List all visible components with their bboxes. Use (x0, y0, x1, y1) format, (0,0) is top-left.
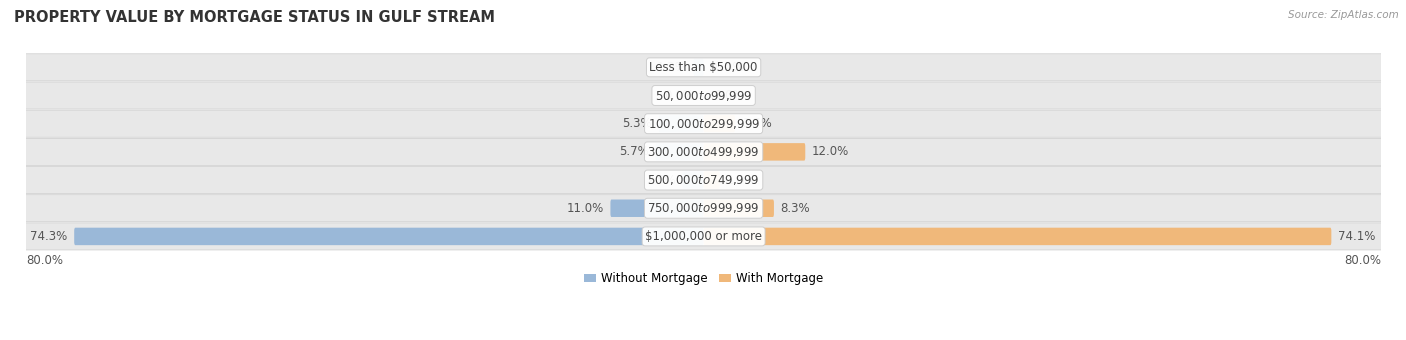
Text: 80.0%: 80.0% (25, 254, 63, 267)
FancyBboxPatch shape (610, 200, 703, 217)
Text: 11.0%: 11.0% (567, 202, 603, 215)
FancyBboxPatch shape (682, 171, 703, 189)
Text: $1,000,000 or more: $1,000,000 or more (645, 230, 762, 243)
Text: 1.9%: 1.9% (727, 173, 756, 187)
Text: 0.0%: 0.0% (664, 89, 693, 102)
FancyBboxPatch shape (693, 58, 703, 76)
Text: 0.0%: 0.0% (714, 61, 744, 74)
Text: $750,000 to $999,999: $750,000 to $999,999 (647, 201, 759, 215)
Text: 8.3%: 8.3% (780, 202, 810, 215)
Text: 0.0%: 0.0% (714, 89, 744, 102)
FancyBboxPatch shape (17, 110, 1389, 137)
FancyBboxPatch shape (17, 167, 1389, 193)
FancyBboxPatch shape (17, 54, 1389, 81)
Text: Source: ZipAtlas.com: Source: ZipAtlas.com (1288, 10, 1399, 20)
Text: Less than $50,000: Less than $50,000 (650, 61, 758, 74)
FancyBboxPatch shape (703, 171, 720, 189)
Text: $100,000 to $299,999: $100,000 to $299,999 (648, 117, 759, 131)
Text: $50,000 to $99,999: $50,000 to $99,999 (655, 88, 752, 102)
Text: 5.7%: 5.7% (619, 146, 648, 158)
FancyBboxPatch shape (703, 143, 806, 160)
FancyBboxPatch shape (659, 115, 703, 132)
Text: 74.1%: 74.1% (1339, 230, 1375, 243)
Legend: Without Mortgage, With Mortgage: Without Mortgage, With Mortgage (579, 268, 828, 290)
Text: 3.7%: 3.7% (742, 117, 772, 130)
Text: 1.2%: 1.2% (657, 61, 686, 74)
Text: 12.0%: 12.0% (813, 146, 849, 158)
Text: $500,000 to $749,999: $500,000 to $749,999 (647, 173, 759, 187)
Text: $300,000 to $499,999: $300,000 to $499,999 (647, 145, 759, 159)
FancyBboxPatch shape (17, 82, 1389, 109)
FancyBboxPatch shape (703, 115, 735, 132)
FancyBboxPatch shape (17, 223, 1389, 250)
Text: 80.0%: 80.0% (1344, 254, 1381, 267)
FancyBboxPatch shape (703, 200, 773, 217)
Text: PROPERTY VALUE BY MORTGAGE STATUS IN GULF STREAM: PROPERTY VALUE BY MORTGAGE STATUS IN GUL… (14, 10, 495, 25)
FancyBboxPatch shape (703, 228, 1331, 245)
Text: 2.5%: 2.5% (645, 173, 676, 187)
FancyBboxPatch shape (75, 228, 703, 245)
FancyBboxPatch shape (17, 138, 1389, 165)
Text: 74.3%: 74.3% (30, 230, 67, 243)
FancyBboxPatch shape (17, 195, 1389, 222)
FancyBboxPatch shape (655, 143, 703, 160)
Text: 5.3%: 5.3% (623, 117, 652, 130)
